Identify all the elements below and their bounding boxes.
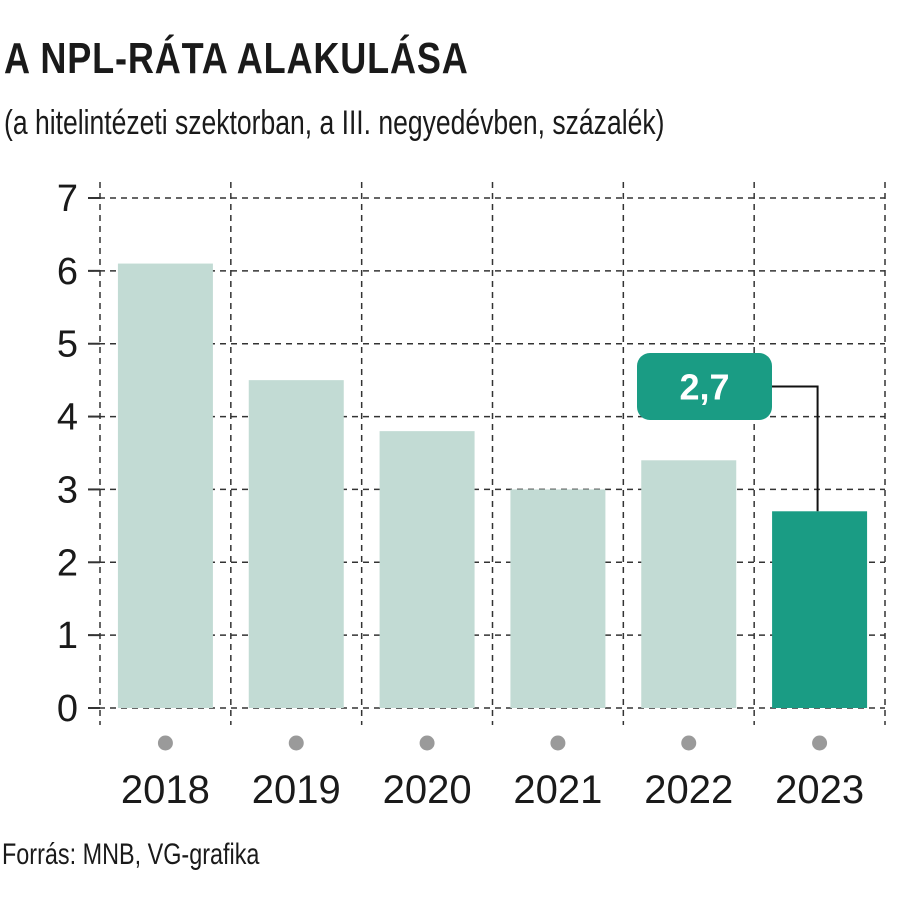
bars — [117, 263, 868, 708]
y-tick-label: 3 — [57, 469, 78, 511]
chart-title: A NPL-RÁTA ALAKULÁSA — [4, 34, 469, 83]
y-tick-label: 2 — [57, 542, 78, 584]
category-dot — [419, 735, 435, 751]
callout-value: 2,7 — [679, 367, 729, 408]
y-tick-label: 7 — [57, 178, 78, 220]
grid — [88, 182, 886, 725]
y-tick-label: 1 — [57, 615, 78, 657]
y-axis: 0 1 2 3 4 5 6 7 — [57, 178, 78, 730]
y-tick-label: 4 — [57, 397, 78, 439]
x-tick-label: 2022 — [644, 768, 733, 812]
category-dot — [288, 735, 304, 751]
category-dot — [550, 735, 566, 751]
category-dot — [157, 735, 173, 751]
bar-2022 — [641, 460, 737, 708]
x-tick-label: 2018 — [121, 768, 210, 812]
bar-2020 — [379, 431, 475, 708]
bar-2018 — [117, 263, 213, 708]
y-tick-label: 0 — [57, 688, 78, 730]
bar-2019 — [248, 380, 344, 708]
x-tick-label: 2019 — [252, 768, 341, 812]
source-note: Forrás: MNB, VG-grafika — [2, 838, 260, 871]
category-dot — [681, 735, 697, 751]
y-tick-label: 5 — [57, 324, 78, 366]
chart-subtitle: (a hitelintézeti szektorban, a III. negy… — [4, 104, 665, 142]
callout: 2,7 — [637, 353, 819, 512]
x-axis: 2018 2019 2020 2021 2022 2023 — [121, 768, 864, 812]
x-tick-label: 2023 — [775, 768, 864, 812]
x-tick-label: 2021 — [513, 768, 602, 812]
bar-2023 — [772, 511, 868, 708]
callout-leader — [772, 385, 819, 512]
x-tick-label: 2020 — [383, 768, 472, 812]
bar-2021 — [510, 489, 606, 708]
bar-chart: 0 1 2 3 4 5 6 7 2018 2019 2020 2021 2022 2023 2,7 — [57, 178, 886, 812]
category-dot — [812, 735, 828, 751]
callout-box — [637, 353, 772, 420]
y-tick-label: 6 — [57, 251, 78, 293]
category-markers — [157, 735, 828, 751]
